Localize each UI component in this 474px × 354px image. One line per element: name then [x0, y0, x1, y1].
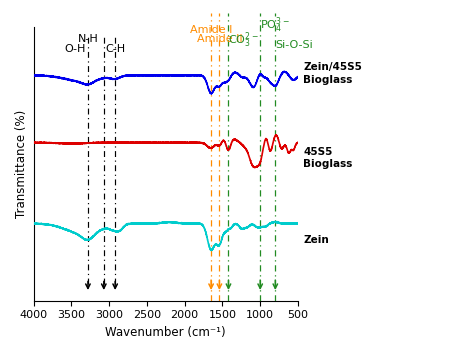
Text: Si-O-Si: Si-O-Si [275, 40, 313, 50]
Y-axis label: Transmittance (%): Transmittance (%) [15, 110, 28, 218]
Text: N-H: N-H [78, 34, 98, 44]
Text: Amide I: Amide I [190, 25, 232, 35]
Text: O-H: O-H [64, 44, 86, 54]
Text: PO$_4^{3-}$: PO$_4^{3-}$ [260, 15, 290, 35]
Text: 45S5
Bioglass: 45S5 Bioglass [303, 147, 353, 170]
Text: Zein: Zein [303, 235, 329, 245]
Text: Zein/45S5
Bioglass: Zein/45S5 Bioglass [303, 62, 362, 85]
X-axis label: Wavenumber (cm⁻¹): Wavenumber (cm⁻¹) [105, 326, 226, 339]
Text: CO$_3^{2-}$: CO$_3^{2-}$ [228, 31, 259, 50]
Text: C-H: C-H [105, 44, 125, 54]
Text: Amide II: Amide II [197, 34, 242, 44]
